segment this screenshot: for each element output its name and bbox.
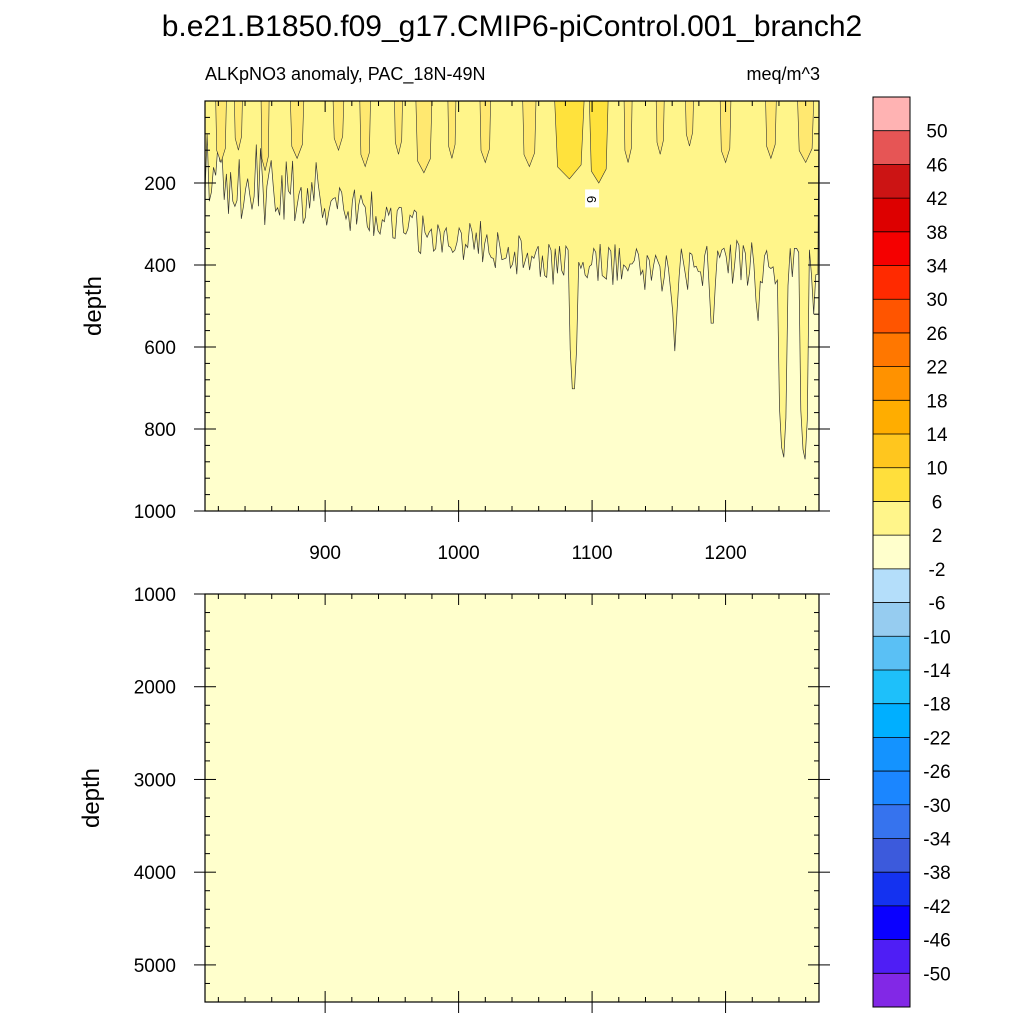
- lower-y-axis-label: depth: [78, 768, 105, 828]
- contour-label-box: [585, 189, 600, 208]
- contour-band-2-6: [204, 100, 820, 460]
- colorbar-swatch: [873, 804, 910, 839]
- y-tick-label: 4000: [134, 863, 176, 884]
- colorbar-swatch: [873, 669, 910, 705]
- colorbar-label: -38: [923, 863, 950, 884]
- colorbar-swatch: [873, 299, 910, 334]
- colorbar-label: 18: [926, 391, 947, 412]
- lower-panel: 1000 2000 3000 4000 5000 depth: [78, 585, 830, 1013]
- colorbar-swatch: [873, 838, 910, 873]
- colorbar-swatch: [873, 602, 910, 637]
- colorbar-swatch: [873, 737, 910, 772]
- colorbar-swatch: [873, 434, 910, 469]
- y-tick-label: 1000: [134, 502, 176, 523]
- colorbar-swatch: [873, 973, 910, 1008]
- x-tick-label: 1100: [572, 543, 613, 564]
- colorbar-swatch: [873, 905, 910, 940]
- colorbar-label: 2: [932, 526, 943, 547]
- colorbar-label: -30: [923, 796, 950, 817]
- upper-left-label: ALKpNO3 anomaly, PAC_18N-49N: [205, 64, 485, 85]
- y-tick-label: 3000: [134, 770, 176, 791]
- colorbar: 50 46 42 38 34 30 26 22 18 14 10 6 2 -2 -6 -10 -14 -18 -22…: [872, 96, 951, 1008]
- x-tick-label: 1000: [437, 543, 479, 564]
- figure-title: b.e21.B1850.f09_g17.CMIP6-piControl.001_…: [162, 10, 863, 43]
- colorbar-label: -18: [923, 695, 950, 716]
- colorbar-label: 26: [926, 324, 947, 345]
- lower-plot-background: [205, 594, 819, 1002]
- colorbar-label: 34: [926, 257, 948, 278]
- upper-right-label: meq/m^3: [747, 64, 820, 84]
- upper-y-ticks: 200 400 600 800 1000: [134, 116, 830, 523]
- y-tick-label: 800: [144, 420, 176, 441]
- colorbar-swatch: [873, 97, 910, 132]
- lower-x-ticks: [217, 594, 807, 1013]
- x-tick-label: 1200: [704, 543, 746, 564]
- colorbar-swatch: [873, 164, 910, 199]
- y-tick-label: 600: [144, 338, 176, 359]
- colorbar-label: -14: [923, 661, 951, 682]
- colorbar-swatch: [873, 501, 910, 536]
- colorbar-swatch: [873, 198, 910, 233]
- colorbar-label: 22: [926, 358, 947, 379]
- colorbar-swatch: [873, 265, 910, 300]
- colorbar-label: -2: [929, 560, 946, 581]
- upper-panel: ALKpNO3 anomaly, PAC_18N-49N meq/m^3 6 9…: [80, 64, 830, 564]
- colorbar-label: 50: [926, 122, 947, 143]
- colorbar-label: -42: [923, 897, 950, 918]
- colorbar-swatch: [873, 130, 910, 165]
- colorbar-swatch: [873, 636, 910, 671]
- colorbar-label: -6: [929, 594, 946, 615]
- colorbar-swatch: [873, 332, 910, 368]
- contour-streak: [589, 100, 609, 184]
- colorbar-label: -10: [923, 627, 950, 648]
- contour-labels: 6: [584, 189, 600, 208]
- colorbar-label: -26: [923, 762, 950, 783]
- colorbar-swatch: [873, 366, 910, 401]
- colorbar-swatch: [873, 872, 910, 907]
- colorbar-swatch: [873, 535, 910, 570]
- lower-y-ticks: 1000 2000 3000 4000 5000: [134, 585, 830, 1003]
- colorbar-label: 14: [926, 425, 948, 446]
- colorbar-swatch: [873, 400, 910, 435]
- colorbar-label: 10: [926, 459, 947, 480]
- colorbar-label: 38: [926, 223, 947, 244]
- colorbar-label: 42: [926, 189, 947, 210]
- colorbar-label: 6: [932, 492, 943, 513]
- colorbar-swatch: [873, 939, 910, 974]
- upper-y-axis-label: depth: [80, 276, 107, 336]
- colorbar-swatch: [873, 703, 910, 738]
- y-tick-label: 2000: [134, 678, 176, 699]
- colorbar-label: 46: [926, 155, 947, 176]
- colorbar-swatch: [873, 231, 910, 266]
- upper-x-ticks: 900 1000 1100 1200: [217, 101, 807, 564]
- contour-label: 6: [584, 196, 599, 203]
- colorbar-swatch: [873, 467, 910, 502]
- colorbar-swatch: [873, 771, 910, 806]
- colorbar-swatch: [873, 568, 910, 603]
- y-tick-label: 200: [144, 174, 176, 195]
- x-tick-label: 900: [309, 543, 341, 564]
- colorbar-label: -46: [923, 931, 950, 952]
- colorbar-label: -34: [923, 829, 951, 850]
- y-tick-label: 400: [144, 256, 176, 277]
- colorbar-frame: [872, 96, 911, 1008]
- colorbar-label: 30: [926, 290, 947, 311]
- y-tick-label: 5000: [134, 956, 176, 977]
- colorbar-label: -50: [923, 964, 950, 985]
- colorbar-label: -22: [923, 728, 950, 749]
- y-tick-label: 1000: [134, 585, 176, 606]
